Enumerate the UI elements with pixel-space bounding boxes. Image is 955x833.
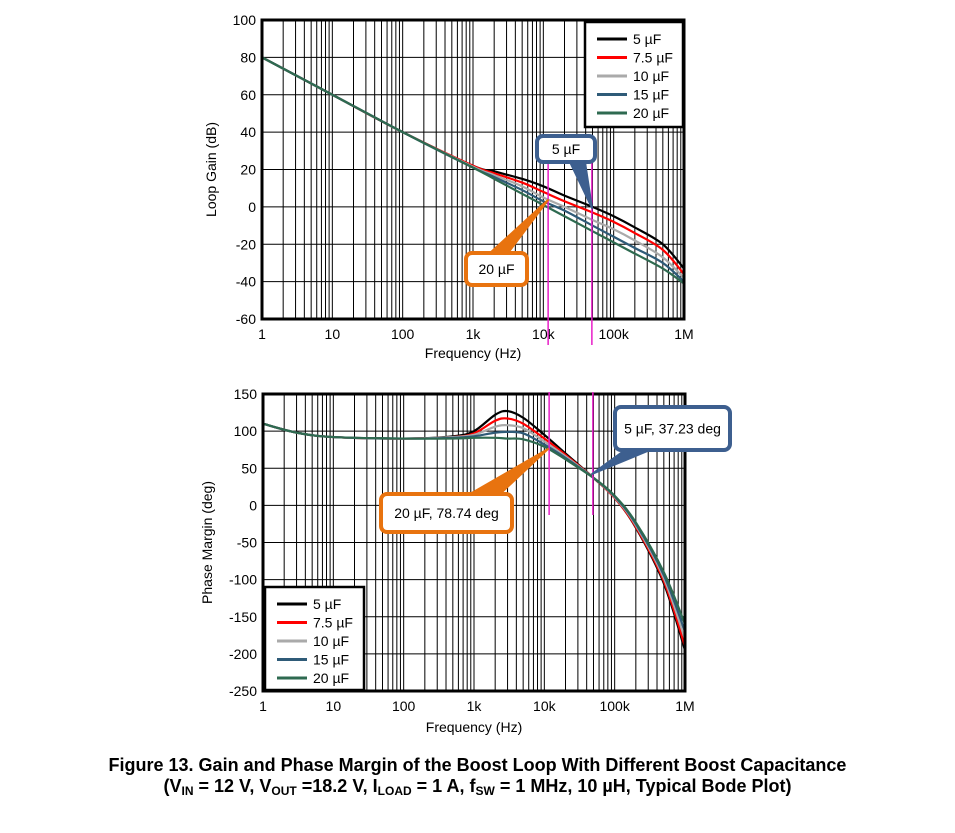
x-tick-label: 100k [599,698,630,714]
x-axis-label: Frequency (Hz) [425,345,521,361]
x-tick-label: 1M [674,326,693,342]
legend-label: 20 µF [633,105,669,121]
y-tick-label: 150 [234,386,258,402]
x-tick-label: 1 [258,326,266,342]
caption-text: (V [163,776,182,796]
y-tick-label: -60 [236,311,256,327]
plot-frame [260,18,686,321]
legend-label: 7.5 µF [633,50,673,66]
series-line-20uf [262,422,687,625]
legend-label: 5 µF [313,596,341,612]
y-axis-label: Loop Gain (dB) [203,122,219,217]
callout-box [613,405,732,452]
legend-label: 15 µF [313,652,349,668]
caption-sub: OUT [271,784,297,798]
caption-line-1: Figure 13. Gain and Phase Margin of the … [108,755,847,775]
y-tick-label: -40 [236,274,256,290]
caption-text: =18.2 V, I [296,776,378,796]
legend-label: 5 µF [633,31,661,47]
legend-label: 10 µF [313,633,349,649]
y-tick-label: 100 [234,423,258,439]
x-tick-label: 10k [533,698,557,714]
figure-caption: Figure 13. Gain and Phase Margin of the … [0,755,955,797]
callout-box [535,134,597,164]
caption-line-2: (VIN = 12 V, VOUT =18.2 V, ILOAD = 1 A, … [0,776,955,797]
phase-plot [261,392,687,693]
y-tick-label: 0 [248,199,256,215]
callout-pointer [591,449,651,475]
callout-label: 20 µF [478,261,514,277]
x-tick-label: 1k [466,326,482,342]
x-tick-label: 100 [392,698,416,714]
legend-label: 15 µF [633,87,669,103]
x-tick-label: 10 [326,698,342,714]
y-tick-label: -50 [237,535,257,551]
legend-label: 20 µF [313,670,349,686]
caption-sub: LOAD [377,784,412,798]
caption-text: = 1 A, f [411,776,476,796]
y-tick-label: -100 [229,572,257,588]
x-tick-label: 10k [532,326,556,342]
y-tick-label: 60 [240,87,256,103]
callout-box [379,492,514,534]
callout-pointer [469,448,549,495]
x-tick-label: 100 [391,326,415,342]
y-tick-label: 50 [241,460,257,476]
y-tick-label: 80 [240,49,256,65]
legend-label: 7.5 µF [313,615,353,631]
y-tick-label: 40 [240,124,256,140]
plot-frame [261,392,687,693]
callout-label: 5 µF, 37.23 deg [624,421,721,437]
y-tick-label: -150 [229,609,257,625]
y-tick-label: 0 [249,497,257,513]
gain-plot [260,18,686,321]
y-tick-label: 100 [233,12,257,28]
x-tick-label: 100k [598,326,629,342]
legend-label: 10 µF [633,68,669,84]
callout-pointer [489,199,549,254]
caption-sub: IN [181,784,194,798]
caption-text: = 1 MHz, 10 µH, Typical Bode Plot) [494,776,792,796]
callout-label: 20 µF, 78.74 deg [394,505,499,521]
callout-label: 5 µF [552,141,580,157]
x-tick-label: 1k [467,698,483,714]
y-tick-label: -20 [236,236,256,252]
caption-text: = 12 V, V [193,776,272,796]
x-axis-label: Frequency (Hz) [426,719,522,735]
y-tick-label: -200 [229,646,257,662]
caption-sub: SW [475,784,495,798]
callout-box [464,251,529,287]
x-tick-label: 1M [675,698,694,714]
x-tick-label: 1 [259,698,267,714]
x-tick-label: 10 [325,326,341,342]
y-axis-label: Phase Margin (deg) [199,481,215,604]
y-tick-label: 20 [240,162,256,178]
y-tick-label: -250 [229,683,257,699]
